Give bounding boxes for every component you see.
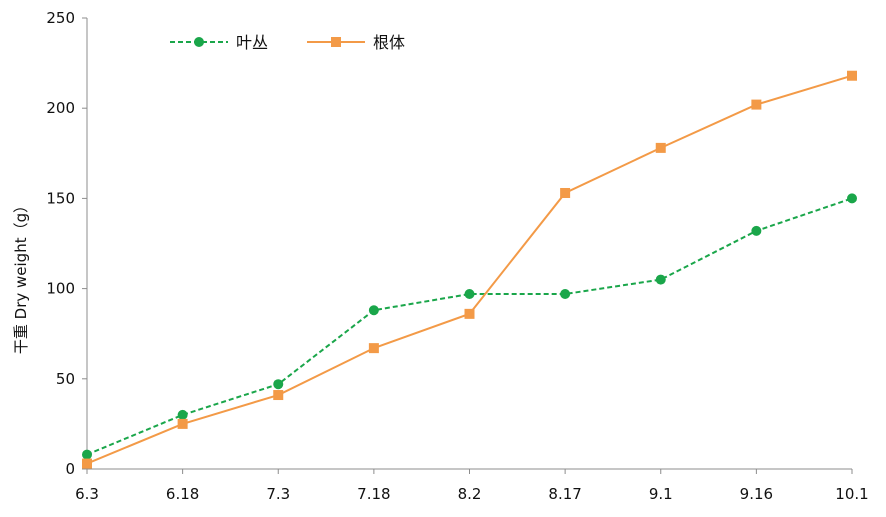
y-tick-label: 250 bbox=[46, 9, 75, 27]
data-point bbox=[655, 142, 666, 153]
data-point bbox=[177, 418, 188, 429]
x-tick-label: 10.1 bbox=[835, 485, 868, 503]
data-point bbox=[560, 187, 571, 198]
data-point bbox=[273, 390, 284, 401]
data-point bbox=[177, 409, 188, 420]
data-point bbox=[847, 193, 857, 204]
data-point bbox=[751, 225, 762, 236]
y-tick-label: 0 bbox=[65, 460, 75, 478]
y-tick-label: 100 bbox=[46, 280, 75, 298]
data-point bbox=[82, 458, 92, 469]
y-tick-label: 200 bbox=[46, 99, 75, 117]
y-tick-label: 150 bbox=[46, 189, 75, 207]
x-tick-label: 9.16 bbox=[740, 485, 773, 503]
data-point bbox=[82, 449, 92, 460]
data-point bbox=[464, 308, 475, 319]
series-layer bbox=[82, 70, 857, 469]
data-point bbox=[751, 99, 762, 110]
series-2 bbox=[82, 70, 857, 469]
x-tick-label: 6.18 bbox=[166, 485, 199, 503]
x-tick-label: 7.3 bbox=[266, 485, 290, 503]
data-point bbox=[273, 379, 284, 390]
x-tick-label: 6.3 bbox=[75, 485, 99, 503]
data-point bbox=[368, 305, 379, 316]
axes: 0 50 100 150 200 250 6.3 6.18 7.3 7.18 8.2 8.17 9.1 9… bbox=[46, 9, 868, 503]
series-line bbox=[86, 74, 853, 465]
series-1 bbox=[82, 193, 857, 460]
data-point bbox=[655, 274, 666, 285]
legend-label: 根体 bbox=[373, 33, 405, 52]
x-tick-label: 9.1 bbox=[649, 485, 673, 503]
legend-marker bbox=[194, 37, 204, 47]
data-point bbox=[464, 289, 475, 300]
legend-item-1: 叶丛 bbox=[170, 33, 268, 52]
legend-item-2: 根体 bbox=[307, 33, 405, 52]
y-tick-label: 50 bbox=[56, 370, 75, 388]
x-tick-label: 8.17 bbox=[548, 485, 581, 503]
series-line bbox=[86, 197, 853, 456]
data-point bbox=[560, 289, 571, 300]
data-point bbox=[847, 70, 857, 81]
legend-label: 叶丛 bbox=[236, 33, 268, 52]
x-tick-label: 7.18 bbox=[357, 485, 390, 503]
legend: 叶丛 根体 bbox=[170, 33, 405, 52]
y-axis-title: 干重 Dry weight（g） bbox=[12, 198, 30, 354]
data-point bbox=[368, 343, 379, 354]
x-tick-label: 8.2 bbox=[458, 485, 482, 503]
legend-marker bbox=[331, 37, 341, 47]
